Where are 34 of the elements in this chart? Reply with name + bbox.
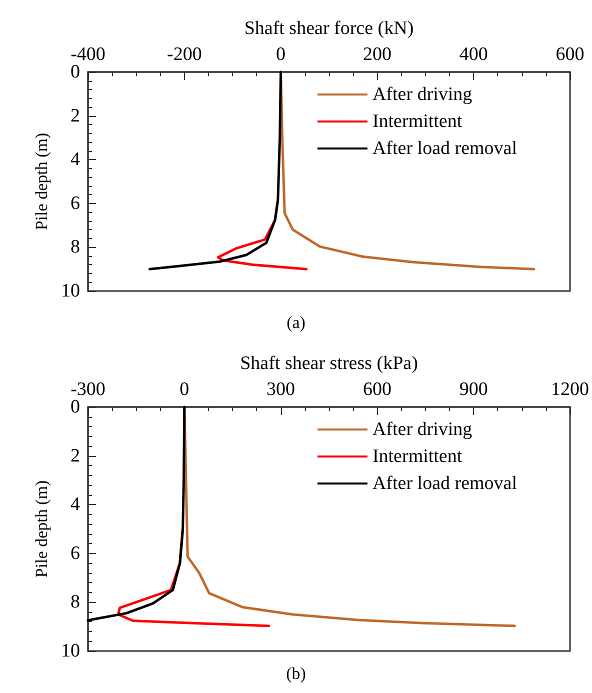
- line-series: [148, 70, 282, 270]
- x-tick-label: 400: [459, 44, 488, 65]
- x-tick-label: 300: [266, 379, 296, 400]
- y-tick-label: 6: [70, 542, 80, 564]
- y-axis-title: Pile depth (m): [32, 480, 51, 578]
- text: (a): [286, 313, 306, 332]
- x-tick-label: 900: [459, 379, 488, 400]
- legend-label: After load removal: [372, 473, 518, 494]
- legend-label: Intermittent: [372, 111, 463, 132]
- legend-label: After driving: [372, 419, 473, 440]
- y-tick-label: 4: [70, 494, 80, 516]
- y-tick-label: 10: [61, 640, 80, 662]
- y-tick-label: 6: [70, 192, 80, 214]
- x-tick-label: 0: [276, 44, 286, 65]
- y-tick-label: 10: [61, 280, 80, 302]
- x-tick-label: -200: [166, 44, 202, 65]
- x-axis-title: Shaft shear stress (kPa): [240, 353, 418, 374]
- y-tick-label: 8: [70, 236, 80, 258]
- x-axis-title: Shaft shear force (kN): [244, 18, 414, 39]
- y-tick-label: 4: [70, 149, 80, 170]
- y-tick-label: 2: [70, 445, 80, 466]
- legend-label: After driving: [372, 84, 473, 105]
- x-tick-label: 600: [556, 44, 584, 65]
- x-tick-label: 600: [362, 379, 392, 400]
- y-tick-label: 2: [70, 105, 80, 126]
- y-tick-label: 8: [70, 592, 80, 613]
- legend-label: After load removal: [372, 138, 518, 159]
- y-axis-title: Pile depth (m): [32, 132, 51, 230]
- line-series: [86, 406, 186, 622]
- x-tick-label: 200: [362, 44, 392, 65]
- legend-label: Intermittent: [372, 446, 463, 467]
- text: (b): [286, 664, 306, 683]
- x-tick-label: 0: [180, 379, 190, 400]
- x-tick-label: 1200: [551, 379, 589, 400]
